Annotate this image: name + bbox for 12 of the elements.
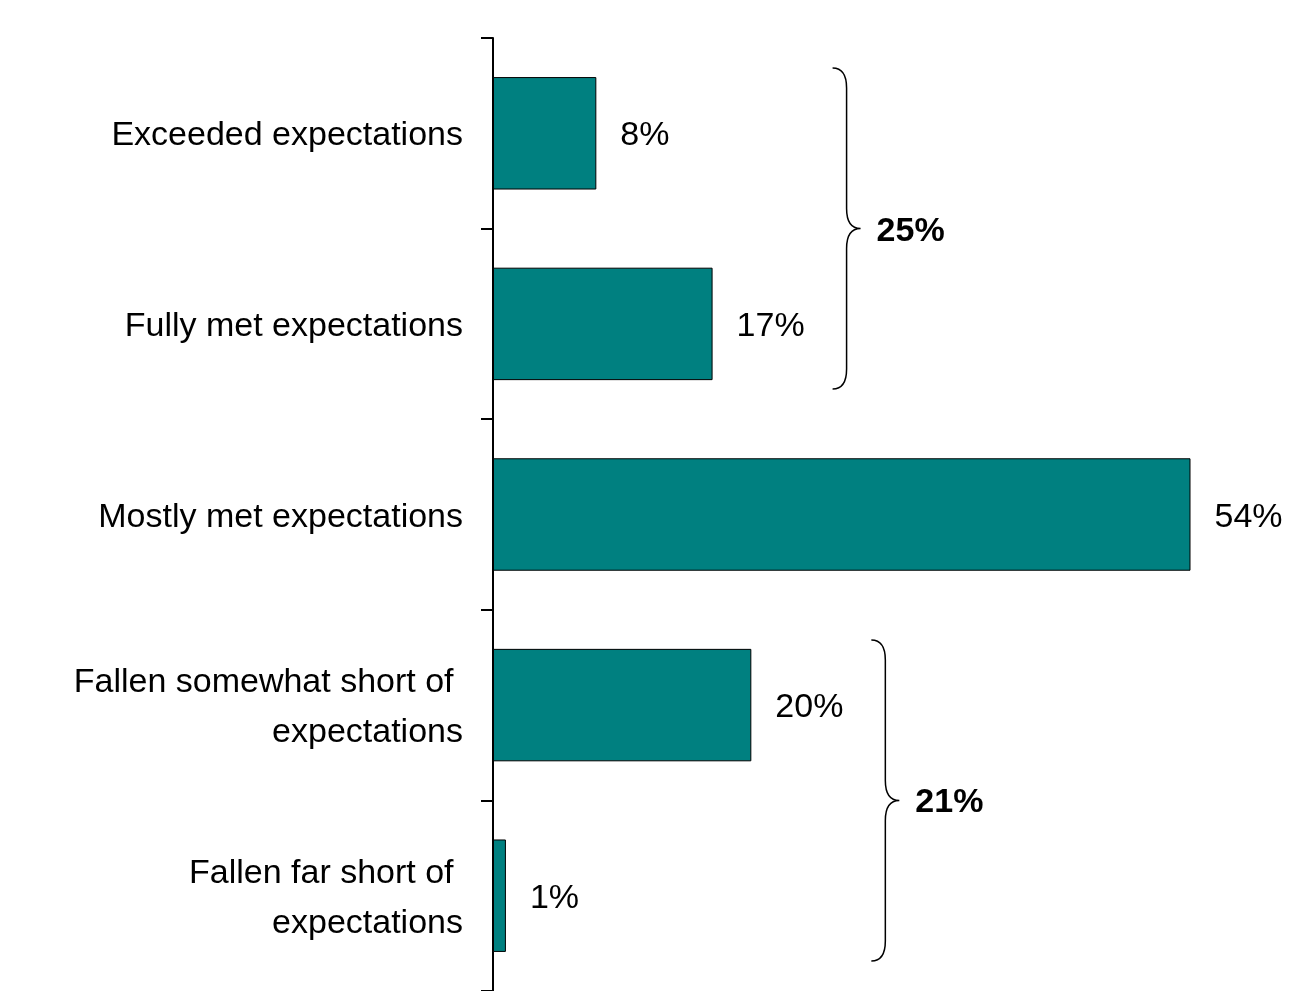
y-tick-label: Mostly met expectations (98, 495, 463, 534)
y-tick-label: Exceeded expectations (111, 114, 463, 153)
data-label: 17% (736, 304, 805, 343)
data-label: 20% (775, 686, 844, 725)
data-label: 54% (1214, 495, 1283, 534)
annotation: 21% (915, 780, 984, 820)
y-tick-label: Fallen somewhat short of expectations (73, 661, 463, 750)
y-tick-label: Fallen far short of expectations (188, 851, 463, 940)
y-tick-label: Fully met expectations (124, 304, 463, 343)
annotation: 25% (876, 209, 945, 249)
data-label: 8% (620, 114, 670, 153)
data-label: 1% (529, 876, 580, 915)
